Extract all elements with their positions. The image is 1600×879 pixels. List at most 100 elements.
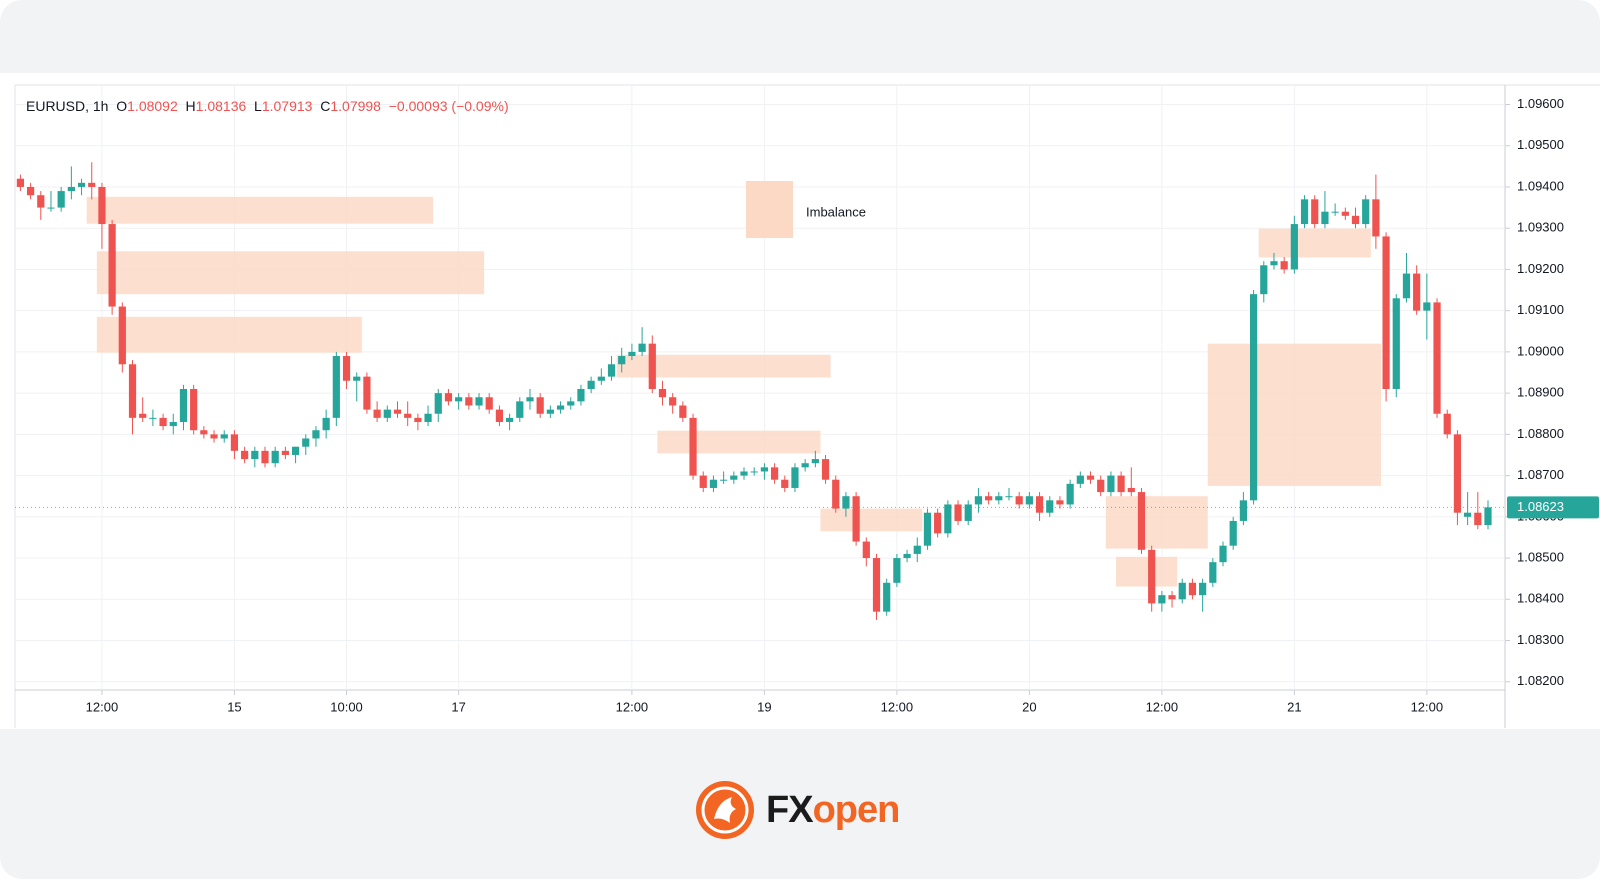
- candle-body: [424, 413, 432, 422]
- candle-body: [1046, 500, 1054, 513]
- candle-body: [1199, 582, 1207, 596]
- candle-body: [1402, 273, 1411, 299]
- candle-body: [353, 376, 361, 381]
- candle-body: [1453, 434, 1462, 513]
- candle-body: [1341, 211, 1349, 216]
- legend-label: Imbalance: [806, 204, 866, 219]
- y-tick-label: 1.09100: [1517, 302, 1564, 317]
- candle-body: [923, 512, 932, 546]
- logo-text: FXopen: [766, 789, 900, 832]
- candle-body: [1362, 199, 1370, 225]
- candle-body: [567, 401, 575, 406]
- y-tick-label: 1.09600: [1517, 96, 1564, 111]
- candle-body: [1035, 496, 1044, 513]
- y-tick-label: 1.09500: [1517, 137, 1564, 152]
- ohlc-value: 1.07998: [330, 98, 381, 114]
- candle-body: [669, 397, 677, 406]
- candle-body: [526, 397, 534, 402]
- candle-body: [1148, 549, 1156, 604]
- candle-body: [251, 450, 259, 460]
- candle-body: [1351, 215, 1360, 225]
- candle-body: [944, 504, 952, 534]
- candle-body: [658, 389, 667, 398]
- ohlc-value: 1.08136: [195, 98, 247, 114]
- candle-body: [98, 186, 106, 225]
- candle-body: [383, 409, 391, 418]
- imbalance-zone: [96, 316, 362, 353]
- imbalance-zone: [96, 251, 485, 295]
- candle-body: [1025, 496, 1033, 505]
- candle-body: [781, 479, 789, 488]
- candle-body: [842, 496, 850, 509]
- candle-body: [648, 343, 656, 389]
- candle-body: [1137, 492, 1146, 550]
- candle-body: [67, 186, 75, 192]
- candle-body: [1229, 520, 1237, 546]
- candle-body: [1188, 582, 1197, 596]
- y-tick-label: 1.08700: [1517, 467, 1564, 482]
- ohlc-label: L: [254, 98, 262, 114]
- candle-body: [1443, 413, 1451, 435]
- imbalance-zone: [616, 354, 831, 378]
- imbalance-zone: [1105, 496, 1208, 549]
- candle-body: [618, 356, 626, 365]
- candle-body: [964, 504, 972, 521]
- symbol: EURUSD, 1h: [26, 98, 109, 114]
- y-tick-label: 1.08400: [1517, 591, 1564, 606]
- candle-body: [1372, 199, 1380, 237]
- candle-body: [1464, 512, 1472, 517]
- x-tick-label: 12:00: [1411, 699, 1444, 714]
- candle-body: [465, 397, 473, 406]
- candle-body: [1097, 479, 1105, 493]
- ohlc-label: O: [116, 98, 128, 114]
- candle-body: [903, 553, 911, 559]
- candle-body: [47, 207, 55, 209]
- candle-body: [883, 582, 891, 612]
- candle-body: [1249, 294, 1258, 501]
- candle-body: [954, 504, 962, 521]
- candle-body: [893, 558, 901, 583]
- candle-body: [1290, 224, 1298, 270]
- x-tick-label: 17: [451, 699, 465, 714]
- candle-body: [628, 351, 636, 357]
- candle-body: [302, 438, 310, 447]
- candle-body: [587, 380, 595, 389]
- imbalance-zone: [657, 430, 821, 454]
- candle-body: [404, 413, 412, 418]
- candle-body: [934, 512, 942, 534]
- candle-body: [1413, 273, 1421, 311]
- candle-body: [200, 430, 208, 435]
- candle-body: [577, 389, 585, 402]
- candle-body: [546, 409, 554, 414]
- candle-body: [485, 397, 493, 410]
- logo-icon: [696, 781, 754, 839]
- x-tick-label: 15: [227, 699, 241, 714]
- x-tick-label: 12:00: [881, 699, 914, 714]
- candle-body: [689, 417, 697, 476]
- candle-body: [556, 405, 565, 410]
- candle-body: [57, 191, 65, 208]
- candle-body: [1260, 265, 1268, 295]
- candle-body: [679, 405, 687, 418]
- y-tick-label: 1.08900: [1517, 385, 1564, 400]
- candle-body: [913, 545, 921, 554]
- x-tick-label: 21: [1287, 699, 1301, 714]
- candle-body: [241, 450, 249, 460]
- candle-body: [801, 463, 809, 468]
- candle-body: [770, 467, 779, 480]
- candle-body: [1209, 562, 1217, 583]
- candle-body: [1433, 302, 1441, 414]
- candle-body: [872, 558, 881, 612]
- candle-body: [128, 364, 137, 418]
- candle-body: [607, 364, 616, 377]
- y-tick-label: 1.08300: [1517, 632, 1564, 647]
- candle-body: [811, 459, 819, 464]
- y-tick-label: 1.08500: [1517, 549, 1564, 564]
- candle-body: [1178, 582, 1186, 600]
- candle-body: [597, 376, 605, 381]
- y-tick-label: 1.08200: [1517, 673, 1564, 688]
- candle-body: [862, 541, 870, 559]
- legend-swatch: [746, 181, 793, 238]
